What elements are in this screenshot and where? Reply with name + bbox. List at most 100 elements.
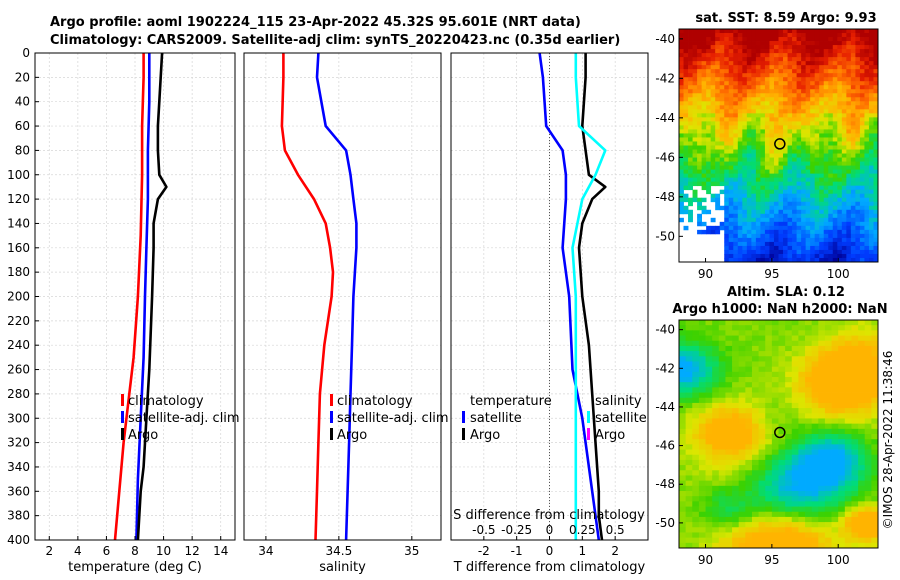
- sst_map-cell: [706, 105, 712, 110]
- sst_map-cell: [819, 85, 825, 90]
- sst_map-cell: [778, 93, 784, 98]
- sst_map-cell: [706, 141, 712, 146]
- sst_map-cell: [810, 245, 816, 251]
- sla_map-cell: [811, 377, 819, 383]
- sst_map-cell: [855, 125, 861, 130]
- salinity-legend-entry: climatology: [337, 394, 413, 409]
- sla_map-cell: [718, 345, 726, 352]
- sla_map-cell: [778, 491, 786, 497]
- sst_map-cell: [737, 129, 743, 134]
- sst_map-cell: [783, 45, 788, 50]
- sst_map-cell: [764, 37, 770, 42]
- sst_map-cell: [864, 225, 870, 231]
- sla_map-cell: [692, 330, 700, 336]
- sst_map-cell: [710, 73, 716, 78]
- sla_map-cell: [771, 402, 779, 409]
- sst_map-cell: [823, 181, 829, 187]
- sla_map-cell: [824, 361, 832, 368]
- sla_map-cell: [824, 506, 832, 513]
- sla_map-cell: [725, 428, 733, 435]
- sst_map-cell: [828, 49, 834, 54]
- sst_map-cell: [868, 221, 874, 227]
- sst_map-cell: [679, 101, 684, 106]
- sst_map-cell: [792, 61, 797, 66]
- sst_map-cell: [737, 37, 743, 42]
- sst_map-cell: [697, 77, 703, 82]
- sst_map-cell: [837, 185, 843, 191]
- sst_map-cell: [805, 225, 811, 231]
- sst_map-cell: [792, 65, 797, 70]
- sst_map-cell: [814, 193, 820, 199]
- sla_map-cell: [732, 325, 740, 331]
- sst_map-cell: [679, 81, 684, 86]
- sst_map-cell: [773, 245, 779, 251]
- sst_map-cell: [837, 233, 843, 239]
- sla_map-cell: [738, 377, 746, 383]
- sla_map-cell: [831, 397, 839, 404]
- sla_map-cell: [851, 542, 859, 549]
- sst_map-cell: [792, 237, 797, 243]
- sla_map-cell: [685, 418, 693, 425]
- sla_map-cell: [705, 377, 713, 383]
- sst_map-cell: [846, 41, 852, 46]
- sla_map-cell: [758, 480, 766, 487]
- sst_map-cell: [810, 145, 816, 150]
- sst_map-cell: [841, 181, 847, 187]
- sst_map-cell: [773, 201, 779, 207]
- sla_map-cell: [758, 511, 766, 518]
- sst_map-cell: [733, 209, 739, 215]
- sst_map-cell: [773, 53, 779, 58]
- sla_map-cell: [791, 382, 799, 388]
- sla_map-cell: [732, 496, 740, 502]
- sst_map-cell: [823, 237, 829, 243]
- sst_map-cell: [805, 109, 811, 114]
- sst_map-cell: [796, 69, 802, 74]
- sst_map-cell: [715, 225, 721, 231]
- sla_map-cell: [712, 459, 720, 466]
- sst_map-cell: [760, 125, 766, 130]
- sst_map-cell: [850, 181, 856, 187]
- sst_map-cell: [697, 217, 703, 223]
- sst_map-cell: [810, 253, 816, 259]
- sla_map-cell: [831, 330, 839, 336]
- sst_map-cell: [764, 121, 770, 126]
- sla_map-cell: [745, 501, 753, 507]
- sla_map-cell: [692, 480, 700, 487]
- sst_map-cell: [710, 69, 716, 74]
- sst_map-cell: [819, 177, 825, 183]
- sst_map-cell: [737, 69, 743, 74]
- sst_map-cell: [787, 141, 793, 146]
- sst_map-cell: [796, 197, 802, 203]
- sst_map-cell: [764, 169, 770, 175]
- sst_map-cell: [683, 145, 689, 150]
- sst_map-cell: [679, 193, 684, 199]
- sst_map-cell: [819, 237, 825, 243]
- sst_map-cell: [859, 165, 865, 171]
- sst_map-cell: [715, 137, 721, 142]
- sla_map-cell: [758, 356, 766, 362]
- sst_map-cell: [819, 153, 825, 158]
- sla_map-cell: [712, 439, 720, 445]
- sla_map-cell: [698, 335, 706, 342]
- depth-tick-label: 340: [7, 460, 30, 474]
- sla_map-cell: [698, 356, 706, 362]
- sla_map-cell: [745, 351, 753, 357]
- sst_map-cell: [710, 193, 716, 199]
- sst_map-cell: [683, 185, 689, 191]
- sla_map-cell: [679, 408, 687, 414]
- sst_map-cell: [719, 89, 725, 94]
- sst_map-cell: [778, 169, 784, 175]
- sst_map-cell: [769, 153, 775, 158]
- sla_map-cell: [679, 491, 687, 497]
- figure-title-line-1: Argo profile: aoml 1902224_115 23-Apr-20…: [50, 15, 581, 30]
- sst_map-cell: [688, 129, 693, 134]
- sst_map-cell: [814, 45, 820, 50]
- sst_map-cell: [724, 141, 730, 146]
- sst_map-cell: [823, 53, 829, 58]
- sst_map-cell: [828, 121, 834, 126]
- sst_map-cell: [801, 217, 807, 223]
- sst_map-cell: [683, 73, 689, 78]
- sst_map-cell: [832, 193, 838, 199]
- sst_map-cell: [787, 105, 793, 110]
